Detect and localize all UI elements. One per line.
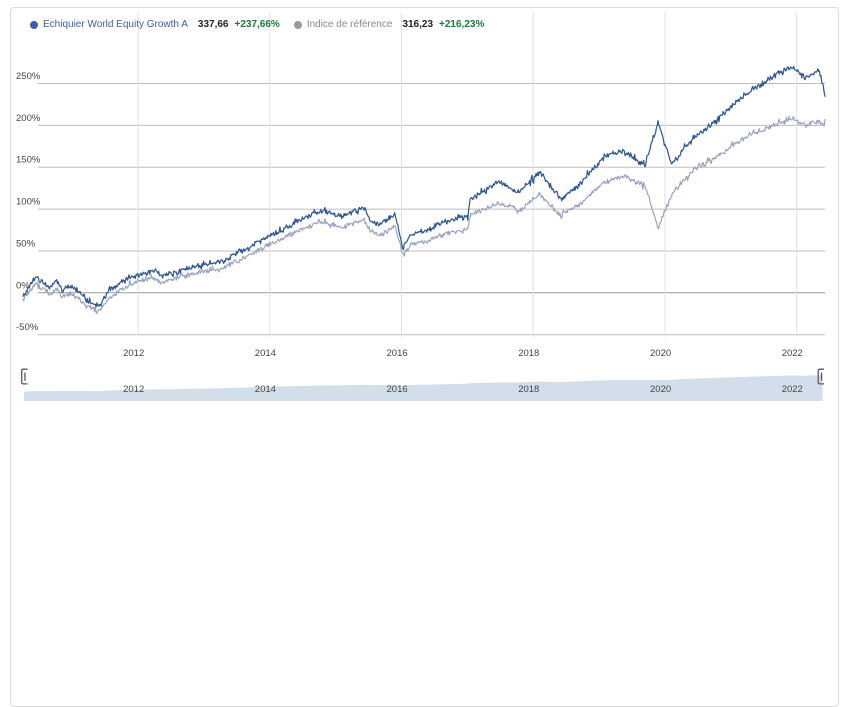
svg-text:2020: 2020 — [650, 384, 671, 395]
svg-text:200%: 200% — [16, 113, 41, 124]
svg-text:0%: 0% — [16, 280, 30, 291]
svg-text:2014: 2014 — [255, 348, 276, 359]
svg-text:150%: 150% — [16, 155, 41, 166]
svg-text:2018: 2018 — [518, 384, 539, 395]
svg-text:2012: 2012 — [123, 384, 144, 395]
svg-text:2022: 2022 — [782, 348, 803, 359]
svg-text:50%: 50% — [16, 239, 36, 250]
svg-text:2020: 2020 — [650, 348, 671, 359]
svg-text:250%: 250% — [16, 71, 41, 82]
svg-text:2016: 2016 — [387, 348, 408, 359]
svg-text:100%: 100% — [16, 197, 41, 208]
svg-text:2018: 2018 — [518, 348, 539, 359]
svg-text:2012: 2012 — [123, 348, 144, 359]
svg-text:2016: 2016 — [387, 384, 408, 395]
svg-text:-50%: -50% — [16, 322, 39, 333]
svg-text:2022: 2022 — [782, 384, 803, 395]
svg-text:2014: 2014 — [255, 384, 276, 395]
